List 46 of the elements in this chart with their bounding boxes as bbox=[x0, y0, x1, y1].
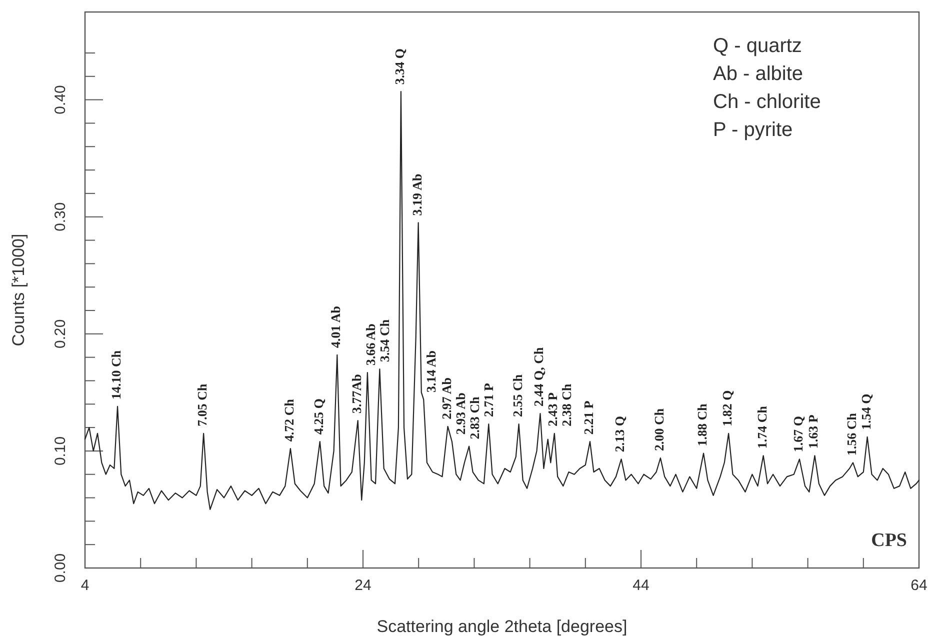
y-tick-label: 0.20 bbox=[52, 319, 69, 348]
annotation: 1.63 P bbox=[806, 414, 821, 449]
x-tick-label: 24 bbox=[354, 577, 372, 594]
annotation: 4.25 Q bbox=[310, 398, 326, 435]
y-tick-label: 0.00 bbox=[52, 553, 69, 583]
annotation: 3.14 Ab bbox=[423, 350, 438, 392]
annotation: 1.56 Ch bbox=[844, 412, 859, 456]
y-tick-label: 0.30 bbox=[52, 202, 69, 232]
annotation: 3.34 Q bbox=[392, 48, 407, 85]
x-axis-title: Scattering angle 2theta [degrees] bbox=[376, 617, 628, 636]
annotation: Ab - albite bbox=[713, 63, 804, 85]
annotation: 4.01 Ab bbox=[328, 306, 344, 348]
annotation: 2.44 Q, Ch bbox=[531, 346, 546, 406]
annotation: 1.82 Q bbox=[720, 390, 735, 426]
annotation: Q - quartz bbox=[713, 35, 802, 57]
annotation: 2.43 P bbox=[545, 392, 560, 426]
y-tick-label: 0.40 bbox=[52, 85, 69, 114]
annotation: 1.74 Ch bbox=[754, 405, 770, 449]
annotation: CPS bbox=[871, 530, 907, 551]
annotation: 2.38 Ch bbox=[559, 383, 574, 426]
annotation: Ch - chlorite bbox=[713, 91, 821, 113]
y-tick-label: 0.10 bbox=[52, 436, 69, 466]
annotation: 2.97 Ab bbox=[438, 377, 454, 420]
annotation: 2.13 Q bbox=[612, 416, 628, 452]
annotation: 2.00 Ch bbox=[651, 408, 666, 451]
x-tick-label: 44 bbox=[632, 577, 650, 594]
annotation: 2.71 P bbox=[480, 383, 496, 418]
y-axis-title: Counts [*1000] bbox=[9, 234, 28, 346]
x-tick-label: 4 bbox=[80, 577, 90, 594]
line-series bbox=[84, 91, 920, 510]
annotation: 1.54 Q bbox=[858, 394, 874, 430]
annotation: 2.55 Ch bbox=[510, 374, 525, 418]
annotation: P - pyrite bbox=[713, 119, 793, 141]
annotation: 3.77Ab bbox=[348, 374, 364, 414]
annotation: 3.54 Ch bbox=[376, 318, 392, 362]
annotation: 3.19 Ab bbox=[409, 174, 424, 216]
annotation: 2.21 P bbox=[580, 400, 596, 435]
annotation: 4.72 Ch bbox=[281, 398, 296, 442]
annotation: 2.93 Ab bbox=[452, 392, 468, 435]
x-tick-label: 64 bbox=[910, 577, 928, 594]
annotation: 3.66 Ab bbox=[362, 324, 378, 366]
annotation: 1.67 Q bbox=[790, 416, 806, 452]
annotation: 2.83 Ch bbox=[466, 396, 482, 440]
annotation: 7.05 Ch bbox=[194, 383, 210, 426]
annotation: 14.10 Ch bbox=[108, 350, 124, 400]
annotation: 1.88 Ch bbox=[694, 402, 710, 446]
